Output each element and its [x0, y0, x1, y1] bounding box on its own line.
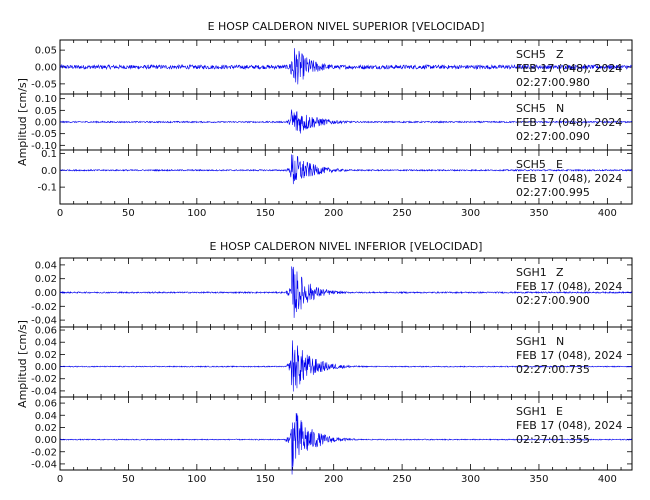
x-tick-label: 100	[187, 208, 206, 219]
y-tick-label: 0.04	[35, 338, 57, 349]
y-tick-label: 0.00	[35, 63, 57, 74]
date-label: FEB 17 (048), 2024	[516, 172, 622, 185]
component-code: E	[556, 158, 563, 171]
y-tick-label: 0.00	[35, 288, 57, 299]
y-tick-label: 0.06	[35, 399, 57, 410]
x-tick-label: 200	[324, 474, 343, 485]
station-label: SCH5 Z	[516, 48, 564, 61]
y-tick-label: 0.02	[35, 350, 57, 361]
y-tick-label: -0.10	[31, 141, 57, 152]
date-label: FEB 17 (048), 2024	[516, 280, 622, 293]
x-tick-label: 150	[256, 208, 275, 219]
y-axis-label: Amplitud [cm/s]	[16, 320, 29, 408]
station-code: SGH1	[516, 266, 547, 279]
y-tick-label: 0.05	[35, 106, 57, 117]
time-label: 02:27:00.995	[516, 186, 590, 199]
x-tick-label: 200	[324, 208, 343, 219]
y-tick-label: 0.04	[35, 411, 57, 422]
station-label: SCH5 N	[516, 102, 564, 115]
component-code: E	[556, 405, 563, 418]
y-tick-label: -0.05	[31, 129, 57, 140]
station-code: SCH5	[516, 102, 546, 115]
station-code: SCH5	[516, 48, 546, 61]
component-code: N	[556, 335, 564, 348]
y-tick-label: 0.02	[35, 423, 57, 434]
y-tick-label: 0.04	[35, 260, 57, 271]
y-tick-label: 0.05	[35, 46, 57, 57]
x-tick-label: 300	[461, 474, 480, 485]
date-label: FEB 17 (048), 2024	[516, 349, 622, 362]
x-tick-label: 0	[57, 474, 63, 485]
x-tick-label: 400	[598, 474, 617, 485]
component-code: Z	[556, 266, 564, 279]
x-tick-label: 250	[393, 474, 412, 485]
chart-title: E HOSP CALDERON NIVEL INFERIOR [VELOCIDA…	[210, 240, 483, 253]
station-label: SGH1 Z	[516, 266, 564, 279]
component-code: Z	[556, 48, 564, 61]
x-tick-label: 300	[461, 208, 480, 219]
date-label: FEB 17 (048), 2024	[516, 116, 622, 129]
seismic-trace-n	[59, 109, 633, 134]
panel-frame	[59, 396, 633, 471]
date-label: FEB 17 (048), 2024	[516, 62, 622, 75]
x-tick-label: 0	[57, 208, 63, 219]
x-tick-label: 350	[529, 474, 548, 485]
x-tick-label: 250	[393, 208, 412, 219]
y-tick-label: -0.02	[31, 374, 57, 385]
x-tick-label: 400	[598, 208, 617, 219]
station-code: SCH5	[516, 158, 546, 171]
x-tick-label: 50	[122, 474, 135, 485]
x-tick-label: 50	[122, 208, 135, 219]
chart-title: E HOSP CALDERON NIVEL SUPERIOR [VELOCIDA…	[208, 20, 485, 33]
station-label: SGH1 E	[516, 405, 563, 418]
y-tick-label: -0.1	[37, 183, 57, 194]
station-label: SGH1 N	[516, 335, 564, 348]
y-tick-label: 0.10	[35, 94, 57, 105]
station-code: SGH1	[516, 335, 547, 348]
y-axis-label: Amplitud [cm/s]	[16, 78, 29, 166]
y-tick-label: 0.00	[35, 118, 57, 129]
seismic-trace-z	[59, 48, 633, 85]
seismic-trace-e	[59, 154, 633, 185]
seismic-trace-e	[59, 413, 633, 475]
y-tick-label: 0.1	[41, 149, 57, 160]
x-tick-label: 150	[256, 474, 275, 485]
y-tick-label: -0.04	[31, 459, 57, 470]
time-label: 02:27:00.090	[516, 130, 590, 143]
time-label: 02:27:01.355	[516, 433, 590, 446]
panel-frame	[59, 149, 633, 205]
station-code: SGH1	[516, 405, 547, 418]
chart-group-2: E HOSP CALDERON NIVEL INFERIOR [VELOCIDA…	[16, 240, 633, 485]
y-tick-label: -0.02	[31, 302, 57, 313]
component-code: N	[556, 102, 564, 115]
time-label: 02:27:00.735	[516, 363, 590, 376]
y-tick-label: 0.00	[35, 362, 57, 373]
time-label: 02:27:00.900	[516, 294, 590, 307]
date-label: FEB 17 (048), 2024	[516, 419, 622, 432]
y-tick-label: 0.02	[35, 274, 57, 285]
x-tick-label: 350	[529, 208, 548, 219]
station-label: SCH5 E	[516, 158, 563, 171]
x-tick-label: 100	[187, 474, 206, 485]
chart-group-1: E HOSP CALDERON NIVEL SUPERIOR [VELOCIDA…	[16, 20, 633, 219]
y-tick-label: 0.0	[41, 166, 57, 177]
y-tick-label: -0.05	[31, 79, 57, 90]
y-tick-label: 0.00	[35, 435, 57, 446]
y-tick-label: 0.06	[35, 326, 57, 337]
y-tick-label: -0.04	[31, 386, 57, 397]
time-label: 02:27:00.980	[516, 76, 590, 89]
seismic-trace-z	[59, 266, 633, 318]
y-tick-label: -0.02	[31, 447, 57, 458]
seismic-trace-n	[59, 340, 633, 392]
y-tick-label: -0.04	[31, 316, 57, 327]
